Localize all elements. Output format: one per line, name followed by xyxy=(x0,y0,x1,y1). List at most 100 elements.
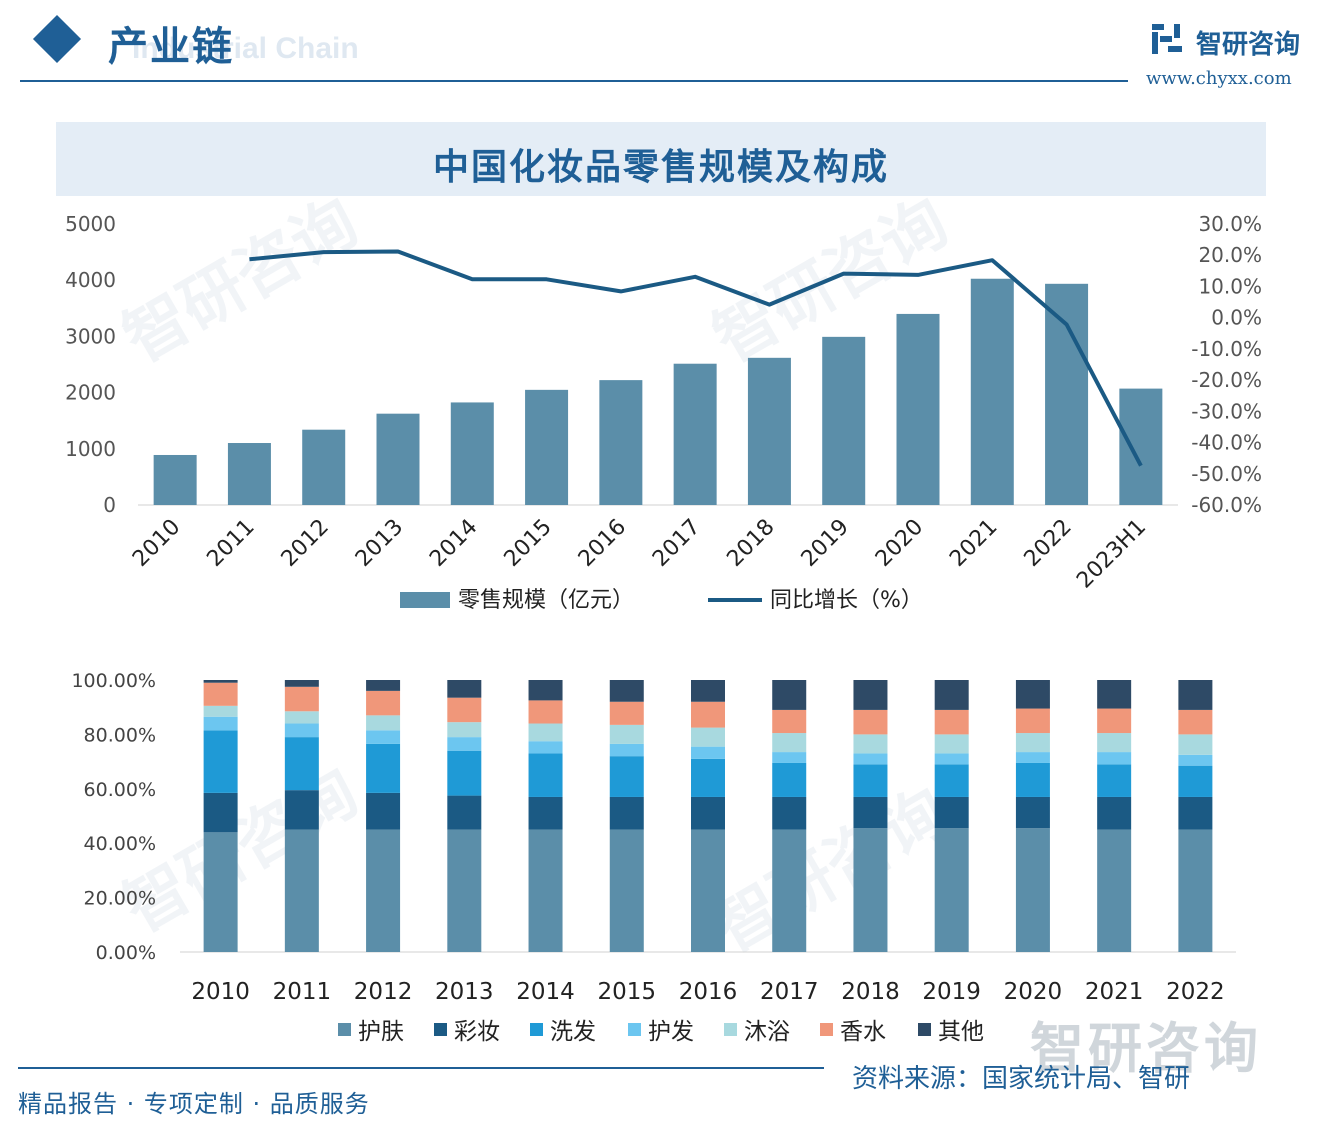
stack-segment xyxy=(609,829,644,952)
y-tick-left: 2000 xyxy=(65,381,116,405)
legend-label: 护肤 xyxy=(358,1019,404,1045)
legend-swatch xyxy=(820,1023,833,1036)
retail-scale-chart: 0 1000 2000 3000 4000 5000 -60.0% -50.0% -40.0% -… xyxy=(65,212,1262,613)
stack-segment xyxy=(609,680,644,702)
stack-segment xyxy=(1178,796,1213,830)
legend-label: 洗发 xyxy=(550,1019,596,1045)
stack-segment xyxy=(366,792,401,830)
stack-segment xyxy=(691,829,725,952)
stack-segment xyxy=(1178,680,1213,710)
stack-segment xyxy=(528,796,563,830)
stack-segment xyxy=(853,764,888,797)
stack-segment xyxy=(203,705,238,717)
stack-segment xyxy=(609,756,644,797)
y-tick-left: 3000 xyxy=(65,324,116,348)
stack-segment xyxy=(853,734,888,754)
stack-segment xyxy=(1178,734,1213,755)
bar xyxy=(747,357,791,505)
x-tick-label: 2019 xyxy=(922,979,981,1005)
y-tick-right: -10.0% xyxy=(1191,337,1262,361)
y-tick: 100.00% xyxy=(71,670,156,692)
legend-label: 彩妆 xyxy=(454,1019,500,1045)
stack-segment xyxy=(609,724,644,744)
legend-label: 护发 xyxy=(648,1019,694,1045)
bar xyxy=(896,313,940,505)
stack-segment xyxy=(1178,754,1213,766)
legend-swatch-bar xyxy=(400,592,450,608)
stack-segment xyxy=(447,722,482,738)
bar xyxy=(525,389,569,505)
stack-segment xyxy=(691,758,725,797)
stack-segment xyxy=(934,680,969,710)
x-tick-label: 2010 xyxy=(191,979,250,1005)
y-tick-right: -30.0% xyxy=(1191,399,1262,423)
stack-segment xyxy=(203,680,238,683)
stack-segment xyxy=(366,743,401,793)
y-tick: 80.00% xyxy=(84,724,156,746)
bar xyxy=(450,402,494,505)
legend-swatch xyxy=(434,1023,447,1036)
legend-label: 沐浴 xyxy=(744,1019,790,1045)
legend-swatch xyxy=(338,1023,351,1036)
stack-segment xyxy=(203,792,238,833)
stack-segment xyxy=(934,709,969,735)
growth-line xyxy=(249,249,1143,467)
y-tick-left: 4000 xyxy=(65,268,116,292)
stack-segment xyxy=(1015,752,1050,763)
y-tick: 20.00% xyxy=(84,888,156,910)
bar xyxy=(599,380,643,505)
section-subtitle: Industrial Chain xyxy=(132,32,359,65)
y-tick: 0.00% xyxy=(96,942,156,964)
stack-segment xyxy=(691,701,725,728)
data-source: 资料来源：国家统计局、智研 xyxy=(852,1064,1191,1094)
x-tick-label: 2013 xyxy=(435,979,494,1005)
bar xyxy=(970,278,1014,505)
stack-segment xyxy=(366,690,401,716)
footer-divider xyxy=(18,1067,824,1069)
stack-segment xyxy=(853,828,888,952)
stack-segment xyxy=(284,829,319,952)
stack-segment xyxy=(609,701,644,725)
stack-segment xyxy=(853,753,888,765)
y-tick-left: 1000 xyxy=(65,437,116,461)
stack-segment xyxy=(284,686,319,712)
x-tick-label: 2022 xyxy=(1166,979,1225,1005)
bar xyxy=(302,429,346,505)
composition-chart: 0.00% 20.00% 40.00% 60.00% 80.00% 100.00% 2010… xyxy=(71,670,1236,1045)
stack-segment xyxy=(772,752,807,763)
stack-segment xyxy=(772,680,807,710)
x-tick-label: 2016 xyxy=(679,979,738,1005)
y-tick: 60.00% xyxy=(84,779,156,801)
stack-segment xyxy=(934,753,969,765)
bar xyxy=(673,363,717,505)
bar xyxy=(376,413,420,505)
stack-segment xyxy=(772,733,807,753)
bar xyxy=(1119,388,1163,505)
stack-segment xyxy=(366,715,401,731)
stack-segment xyxy=(934,796,969,829)
y-tick-left: 5000 xyxy=(65,212,116,236)
brand-watermark: 智研咨询 xyxy=(1030,1017,1262,1080)
stack-segment xyxy=(366,680,401,691)
stack-segment xyxy=(528,741,563,754)
section-title: 产业链 xyxy=(108,24,234,70)
stack-segment xyxy=(203,832,238,952)
bar xyxy=(227,443,271,505)
stack-segment xyxy=(284,711,319,724)
stack-segment xyxy=(1015,733,1050,753)
stack-segment xyxy=(366,829,401,952)
bar xyxy=(822,336,866,505)
stack-segment xyxy=(1097,752,1132,765)
y-tick-right: -20.0% xyxy=(1191,368,1262,392)
stack-segment xyxy=(772,709,807,734)
y-tick-right: -40.0% xyxy=(1191,431,1262,455)
stack-segment xyxy=(609,743,644,757)
stack-segment xyxy=(853,680,888,710)
stack-segment xyxy=(284,737,319,791)
stack-segment xyxy=(203,716,238,731)
legend-label: 香水 xyxy=(840,1019,886,1045)
stack-segment xyxy=(1015,762,1050,797)
chart-title: 中国化妆品零售规模及构成 xyxy=(432,147,889,188)
y-tick-left: 0 xyxy=(103,493,116,517)
legend-swatch xyxy=(918,1023,931,1036)
